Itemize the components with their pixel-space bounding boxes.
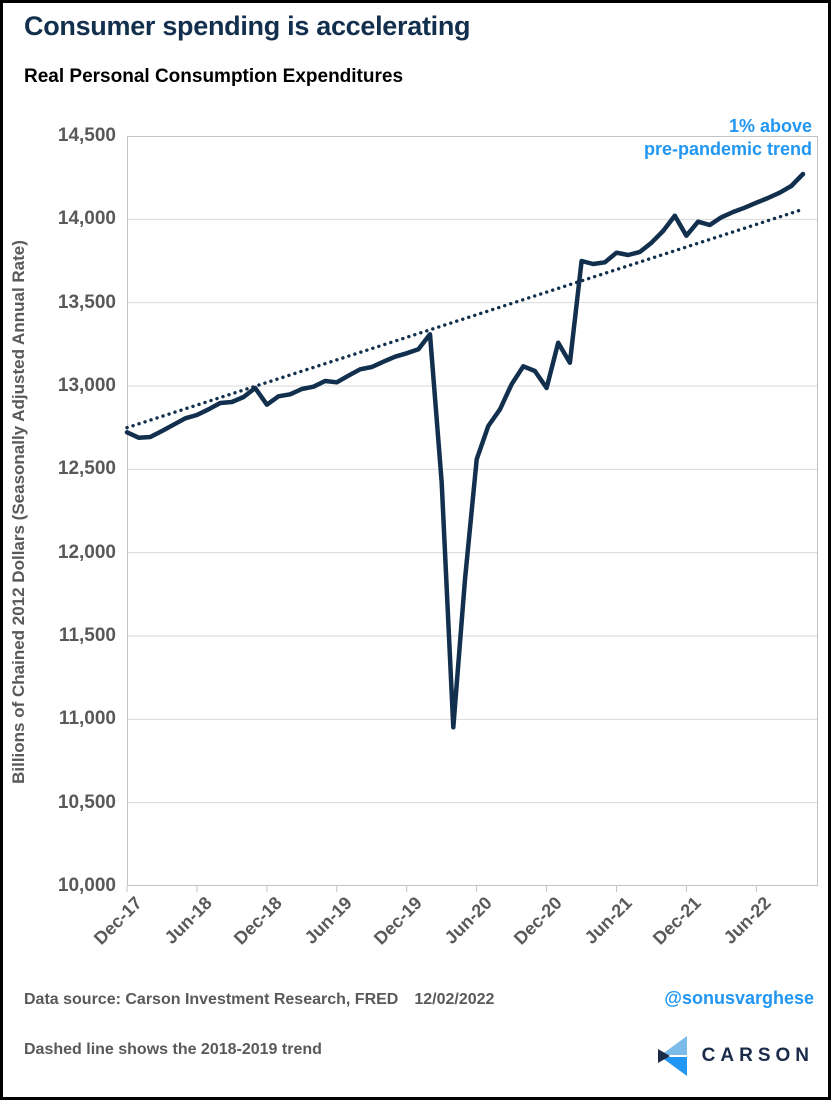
chart-subtitle: Real Personal Consumption Expenditures <box>24 66 404 87</box>
trend-annotation-line2: pre-pandemic trend <box>643 139 812 160</box>
pce-line-chart <box>124 136 818 892</box>
y-tick-label: 13,500 <box>57 291 116 313</box>
y-tick-label: 11,000 <box>58 708 116 730</box>
data-source-label: Data source: Carson Investment Research,… <box>24 991 399 1008</box>
twitter-handle: @sonusvarghese <box>664 988 814 1008</box>
plot-border <box>127 136 818 886</box>
y-tick-label: 13,000 <box>57 375 116 396</box>
data-source-line: Data source: Carson Investment Research,… <box>24 991 494 1009</box>
trend-line <box>125 207 805 430</box>
trend-annotation: 1% above pre-pandemic trend <box>644 115 812 161</box>
y-tick-label: 11,500 <box>58 625 116 646</box>
y-axis-title: Billions of Chained 2012 Dollars (Season… <box>9 240 28 784</box>
carson-logo-text: CARSON <box>701 1045 814 1066</box>
trend-annotation-line1: 1% above <box>728 116 812 136</box>
y-tick-label: 10,000 <box>57 875 116 896</box>
y-tick-label: 14,500 <box>57 125 116 146</box>
y-tick-label: 12,500 <box>57 458 116 480</box>
y-tick-label: 12,000 <box>57 541 116 563</box>
y-tick-label: 10,500 <box>57 791 116 813</box>
carson-logo-icon <box>657 1036 687 1076</box>
carson-logo: CARSON <box>657 1035 814 1077</box>
pce-line <box>124 171 806 730</box>
chart-date: 12/02/2022 <box>414 991 495 1008</box>
dashed-line-note: Dashed line shows the 2018-2019 trend <box>24 1041 322 1058</box>
page-title: Consumer spending is accelerating <box>24 11 471 41</box>
y-tick-label: 14,000 <box>57 208 116 230</box>
plot-area <box>124 136 818 892</box>
